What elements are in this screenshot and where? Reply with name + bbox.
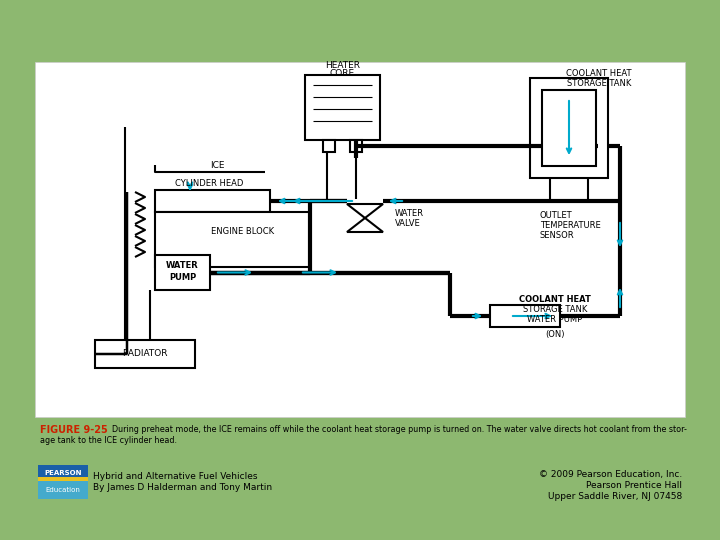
Text: PEARSON: PEARSON <box>44 470 82 476</box>
Text: SENSOR: SENSOR <box>540 231 575 240</box>
Text: COOLANT HEAT: COOLANT HEAT <box>519 295 591 305</box>
Bar <box>305 75 380 140</box>
Bar <box>530 78 608 178</box>
Text: STORAGE TANK: STORAGE TANK <box>567 79 631 89</box>
Text: (ON): (ON) <box>545 330 564 340</box>
Bar <box>38 465 88 499</box>
Text: ICE: ICE <box>210 160 225 170</box>
Text: ENGINE BLOCK: ENGINE BLOCK <box>211 227 274 237</box>
Bar <box>155 255 210 290</box>
Bar <box>155 190 270 212</box>
Bar <box>542 90 596 166</box>
Text: WATER: WATER <box>395 210 424 219</box>
Text: STORAGE TANK: STORAGE TANK <box>523 306 588 314</box>
Polygon shape <box>347 204 383 218</box>
Bar <box>95 340 195 368</box>
Bar <box>35 62 685 417</box>
Bar <box>323 140 335 152</box>
Text: By James D Halderman and Tony Martin: By James D Halderman and Tony Martin <box>93 483 272 492</box>
Text: VALVE: VALVE <box>395 219 420 228</box>
Text: WATER PUMP: WATER PUMP <box>527 315 582 325</box>
Bar <box>490 305 560 327</box>
Text: Hybrid and Alternative Fuel Vehicles: Hybrid and Alternative Fuel Vehicles <box>93 472 258 481</box>
Text: Pearson Prentice Hall: Pearson Prentice Hall <box>586 481 682 490</box>
Text: WATER: WATER <box>166 260 199 269</box>
Bar <box>38 465 88 477</box>
Text: CYLINDER HEAD: CYLINDER HEAD <box>175 179 243 187</box>
Text: PUMP: PUMP <box>169 273 196 281</box>
Text: FIGURE 9-25: FIGURE 9-25 <box>40 425 108 435</box>
Text: CORE: CORE <box>330 69 355 78</box>
Bar <box>38 477 88 481</box>
Text: Upper Saddle River, NJ 07458: Upper Saddle River, NJ 07458 <box>548 492 682 501</box>
Text: age tank to the ICE cylinder head.: age tank to the ICE cylinder head. <box>40 436 177 445</box>
Text: TEMPERATURE: TEMPERATURE <box>540 220 600 230</box>
Text: RADIATOR: RADIATOR <box>122 349 168 359</box>
Text: © 2009 Pearson Education, Inc.: © 2009 Pearson Education, Inc. <box>539 470 682 479</box>
Bar <box>38 481 88 499</box>
Text: HEATER: HEATER <box>325 60 360 70</box>
Text: OUTLET: OUTLET <box>540 211 572 219</box>
Text: During preheat mode, the ICE remains off while the coolant heat storage pump is : During preheat mode, the ICE remains off… <box>112 425 687 434</box>
Text: Education: Education <box>45 487 81 493</box>
Bar <box>350 140 362 152</box>
Bar <box>155 212 310 267</box>
Polygon shape <box>347 218 383 232</box>
Text: COOLANT HEAT: COOLANT HEAT <box>566 70 631 78</box>
